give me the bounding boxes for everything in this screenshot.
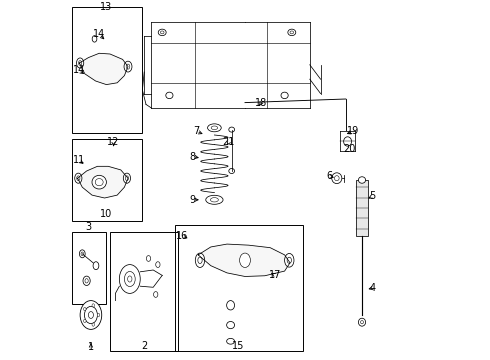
Ellipse shape bbox=[227, 338, 235, 344]
Ellipse shape bbox=[240, 253, 250, 267]
Text: 6: 6 bbox=[326, 171, 333, 181]
Ellipse shape bbox=[77, 176, 80, 181]
Ellipse shape bbox=[358, 177, 366, 183]
Text: 12: 12 bbox=[107, 137, 120, 147]
Text: 2: 2 bbox=[141, 341, 147, 351]
Text: 9: 9 bbox=[190, 195, 196, 205]
Ellipse shape bbox=[361, 321, 364, 324]
Ellipse shape bbox=[83, 319, 86, 323]
Ellipse shape bbox=[126, 64, 130, 69]
Ellipse shape bbox=[83, 307, 86, 311]
Ellipse shape bbox=[343, 137, 351, 146]
Ellipse shape bbox=[78, 61, 82, 66]
Text: 21: 21 bbox=[222, 137, 235, 147]
Ellipse shape bbox=[156, 262, 160, 267]
Text: 7: 7 bbox=[193, 126, 199, 136]
Ellipse shape bbox=[196, 253, 205, 267]
Ellipse shape bbox=[281, 92, 288, 99]
Ellipse shape bbox=[211, 126, 218, 130]
Ellipse shape bbox=[206, 195, 223, 204]
Polygon shape bbox=[77, 166, 128, 198]
Ellipse shape bbox=[358, 318, 366, 326]
Text: 3: 3 bbox=[85, 222, 92, 232]
Ellipse shape bbox=[335, 176, 339, 181]
Bar bbox=[175, 225, 303, 351]
Text: 19: 19 bbox=[347, 126, 359, 136]
Ellipse shape bbox=[80, 301, 102, 329]
Ellipse shape bbox=[74, 173, 82, 183]
Ellipse shape bbox=[229, 127, 235, 132]
Ellipse shape bbox=[160, 31, 164, 34]
Ellipse shape bbox=[84, 306, 98, 324]
Ellipse shape bbox=[288, 29, 296, 36]
Text: 14: 14 bbox=[93, 29, 105, 39]
Ellipse shape bbox=[92, 36, 97, 42]
Ellipse shape bbox=[125, 176, 128, 181]
Ellipse shape bbox=[166, 92, 173, 99]
Polygon shape bbox=[198, 244, 290, 276]
Text: 1: 1 bbox=[88, 342, 94, 352]
Ellipse shape bbox=[290, 31, 294, 34]
Bar bbox=[72, 7, 143, 133]
Ellipse shape bbox=[76, 58, 84, 68]
Text: 8: 8 bbox=[190, 152, 196, 162]
Text: 13: 13 bbox=[100, 2, 113, 12]
Polygon shape bbox=[79, 53, 128, 85]
Ellipse shape bbox=[81, 252, 83, 256]
Ellipse shape bbox=[127, 276, 132, 282]
Ellipse shape bbox=[285, 253, 294, 267]
Ellipse shape bbox=[97, 313, 100, 317]
Bar bbox=[72, 139, 143, 221]
Ellipse shape bbox=[147, 256, 151, 261]
Bar bbox=[72, 232, 106, 304]
Ellipse shape bbox=[92, 304, 95, 307]
Ellipse shape bbox=[93, 262, 99, 270]
Ellipse shape bbox=[88, 312, 94, 319]
Ellipse shape bbox=[123, 173, 130, 183]
Ellipse shape bbox=[153, 292, 158, 297]
Ellipse shape bbox=[95, 179, 103, 186]
Ellipse shape bbox=[229, 168, 235, 174]
Text: 4: 4 bbox=[370, 283, 376, 293]
Text: 10: 10 bbox=[100, 209, 113, 219]
Text: 15: 15 bbox=[232, 341, 244, 351]
Text: 18: 18 bbox=[255, 98, 268, 108]
Ellipse shape bbox=[227, 301, 235, 310]
Text: 20: 20 bbox=[343, 144, 356, 154]
Ellipse shape bbox=[198, 257, 202, 264]
Ellipse shape bbox=[79, 250, 85, 258]
Ellipse shape bbox=[92, 175, 106, 189]
Text: 17: 17 bbox=[270, 270, 282, 280]
Text: 14: 14 bbox=[73, 65, 85, 75]
Ellipse shape bbox=[120, 265, 140, 293]
Ellipse shape bbox=[227, 321, 235, 329]
Ellipse shape bbox=[158, 29, 166, 36]
Ellipse shape bbox=[287, 257, 292, 264]
Ellipse shape bbox=[83, 276, 90, 285]
Ellipse shape bbox=[124, 61, 132, 72]
Ellipse shape bbox=[210, 198, 219, 202]
Text: 16: 16 bbox=[176, 231, 188, 241]
Ellipse shape bbox=[85, 279, 88, 283]
Text: 11: 11 bbox=[73, 155, 85, 165]
Ellipse shape bbox=[332, 173, 342, 184]
Ellipse shape bbox=[208, 124, 221, 132]
Ellipse shape bbox=[124, 271, 135, 287]
Bar bbox=[110, 232, 178, 351]
Text: 5: 5 bbox=[369, 191, 376, 201]
Bar bbox=[356, 180, 368, 236]
Ellipse shape bbox=[92, 323, 95, 326]
